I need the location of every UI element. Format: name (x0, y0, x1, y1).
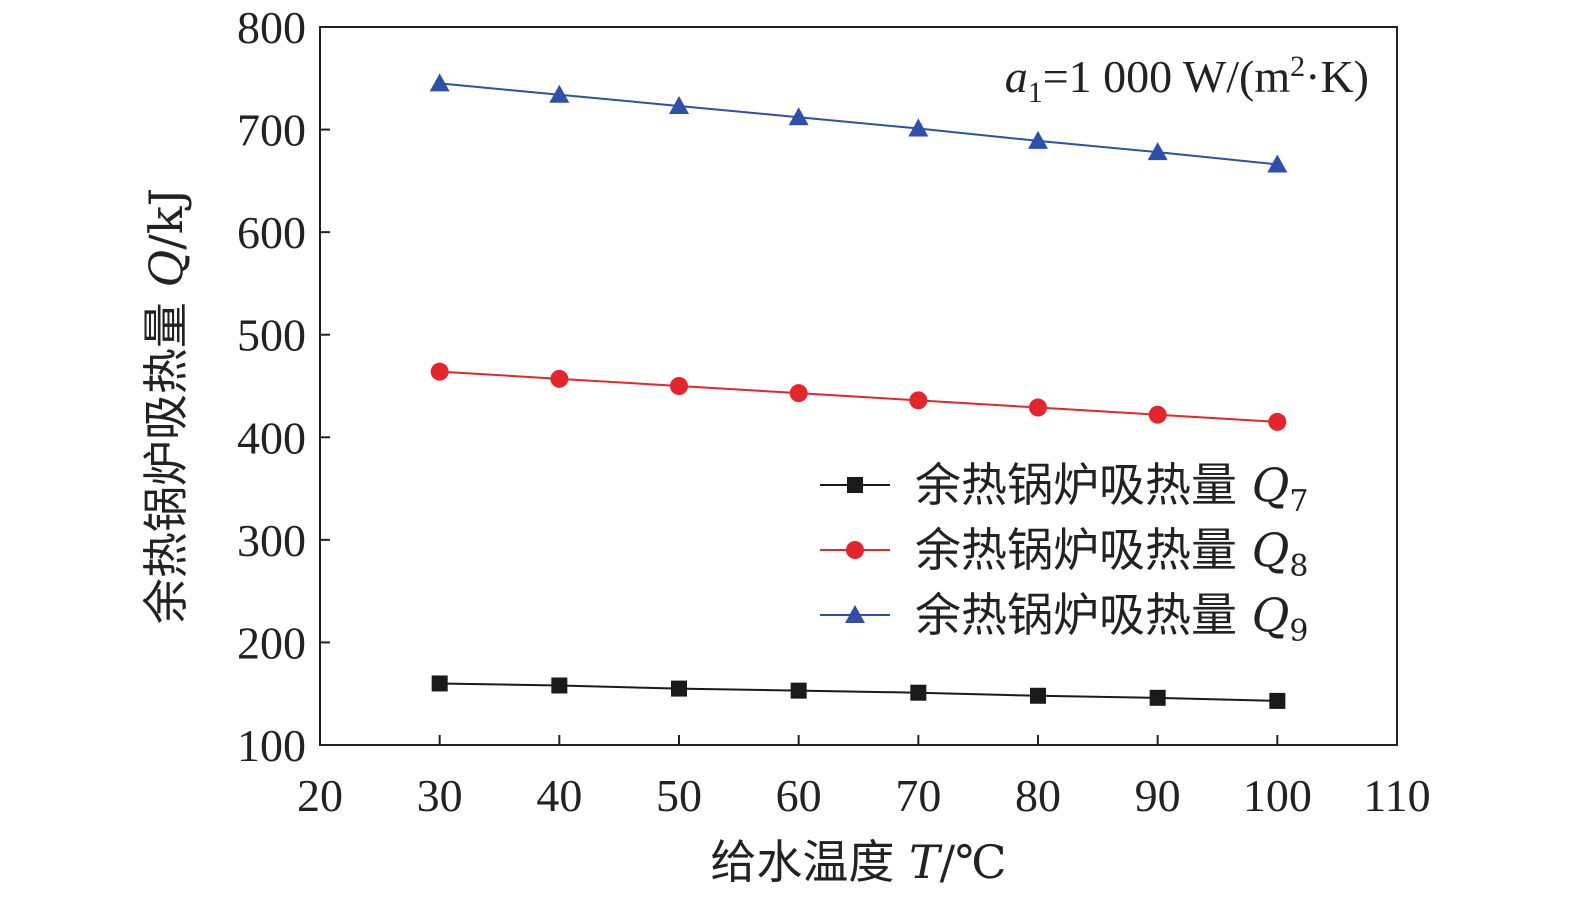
legend-item-q7: 余热锅炉吸热量 Q7 (820, 458, 1308, 519)
data-point-q8 (909, 391, 928, 410)
legend-item-q9: 余热锅炉吸热量 Q9 (820, 588, 1308, 649)
x-tick-label: 90 (1135, 770, 1181, 821)
legend-label-name: 余热锅炉吸热量 (915, 588, 1252, 642)
data-point-q8 (1148, 405, 1167, 424)
series-line-q8 (439, 370, 1278, 423)
data-point-q9 (1147, 142, 1168, 161)
legend-swatch-marker (847, 477, 863, 493)
legend-label: 余热锅炉吸热量 Q8 (915, 523, 1308, 584)
data-point-q7 (1269, 692, 1286, 709)
data-point-q8 (550, 369, 569, 388)
data-point-q8 (789, 384, 808, 403)
legend-item-q8: 余热锅炉吸热量 Q8 (820, 523, 1308, 584)
y-tick-label: 800 (237, 2, 306, 53)
data-point-q8 (670, 377, 688, 395)
y-tick-label: 300 (237, 515, 306, 566)
x-tick-label: 100 (1243, 770, 1312, 821)
data-point-q8 (430, 362, 449, 381)
x-tick-label: 70 (895, 770, 941, 821)
data-point-q7 (910, 684, 927, 701)
annotation-eq: =1 000 W/(m (1043, 51, 1291, 102)
series-q9 (429, 73, 1288, 173)
legend-label-var: Q (1252, 588, 1290, 642)
data-point-q9 (1267, 154, 1288, 173)
y-tick-label: 100 (237, 720, 306, 771)
legend-label-name: 余热锅炉吸热量 (915, 523, 1252, 577)
plot-frame (319, 26, 1398, 746)
series-q8 (430, 362, 1287, 431)
annotation: a1=1 000 W/(m2·K) (1005, 50, 1369, 109)
legend-label: 余热锅炉吸热量 Q9 (915, 588, 1308, 649)
y-axis-title: 余热锅炉吸热量 Q/kJ (139, 188, 193, 624)
y-tick-label: 500 (237, 310, 306, 361)
legend-label: 余热锅炉吸热量 Q7 (915, 458, 1308, 519)
legend-label-var: Q (1252, 523, 1290, 577)
x-tick-label: 30 (417, 770, 463, 821)
data-point-q7 (431, 675, 448, 692)
y-axis-title-unit: /kJ (139, 188, 193, 250)
y-axis-title-main: 余热锅炉吸热量 (139, 287, 193, 624)
annotation-sub: 1 (1028, 76, 1043, 109)
legend-label-name: 余热锅炉吸热量 (915, 458, 1252, 512)
x-tick-label: 40 (536, 770, 582, 821)
legend-swatch-marker (846, 541, 864, 559)
data-point-q9 (669, 95, 689, 114)
y-axis-title-var: Q (139, 250, 193, 288)
x-tick-label: 50 (656, 770, 702, 821)
data-point-q7 (790, 682, 807, 699)
data-point-q9 (1028, 130, 1048, 149)
data-point-q7 (1030, 687, 1046, 704)
series-line-q7 (439, 682, 1278, 702)
legend-label-sub: 8 (1289, 549, 1308, 584)
x-axis-title: 给水温度 T/℃ (710, 835, 1006, 889)
annotation-tail: ·K) (1305, 51, 1369, 102)
y-tick-label: 700 (237, 105, 306, 156)
y-tick-label: 600 (237, 207, 306, 258)
data-point-q7 (551, 677, 568, 694)
x-axis-title-unit: /℃ (940, 835, 1007, 889)
data-point-q9 (429, 73, 450, 92)
data-point-q9 (908, 118, 929, 137)
y-tick-label: 200 (237, 617, 306, 668)
x-tick-label: 60 (776, 770, 822, 821)
data-point-q9 (549, 84, 570, 103)
data-point-q7 (671, 680, 687, 697)
legend-label-sub: 9 (1289, 614, 1308, 649)
annotation-var: a (1005, 51, 1028, 102)
legend-swatch-marker (845, 605, 865, 623)
x-tick-label: 110 (1363, 770, 1430, 821)
data-point-q7 (1149, 689, 1166, 706)
series-q7 (431, 675, 1286, 709)
axis-ticks: 20 30 40 50 60 70 80 90 100 110 100 200 300 400 500 600… (237, 2, 1431, 821)
x-tick-label: 20 (297, 770, 343, 821)
annotation-sup: 2 (1290, 50, 1305, 83)
legend-label-sub: 7 (1289, 484, 1308, 519)
series-line-q9 (439, 82, 1278, 166)
legend-label-var: Q (1252, 458, 1290, 512)
data-point-q9 (788, 107, 809, 126)
series-layer (429, 73, 1288, 709)
x-axis-title-main: 给水温度 (710, 835, 909, 889)
x-axis-title-var: T (909, 835, 943, 889)
y-tick-label: 400 (237, 412, 306, 463)
data-point-q8 (1029, 398, 1047, 417)
x-tick-label: 80 (1015, 770, 1061, 821)
data-point-q8 (1268, 412, 1287, 431)
